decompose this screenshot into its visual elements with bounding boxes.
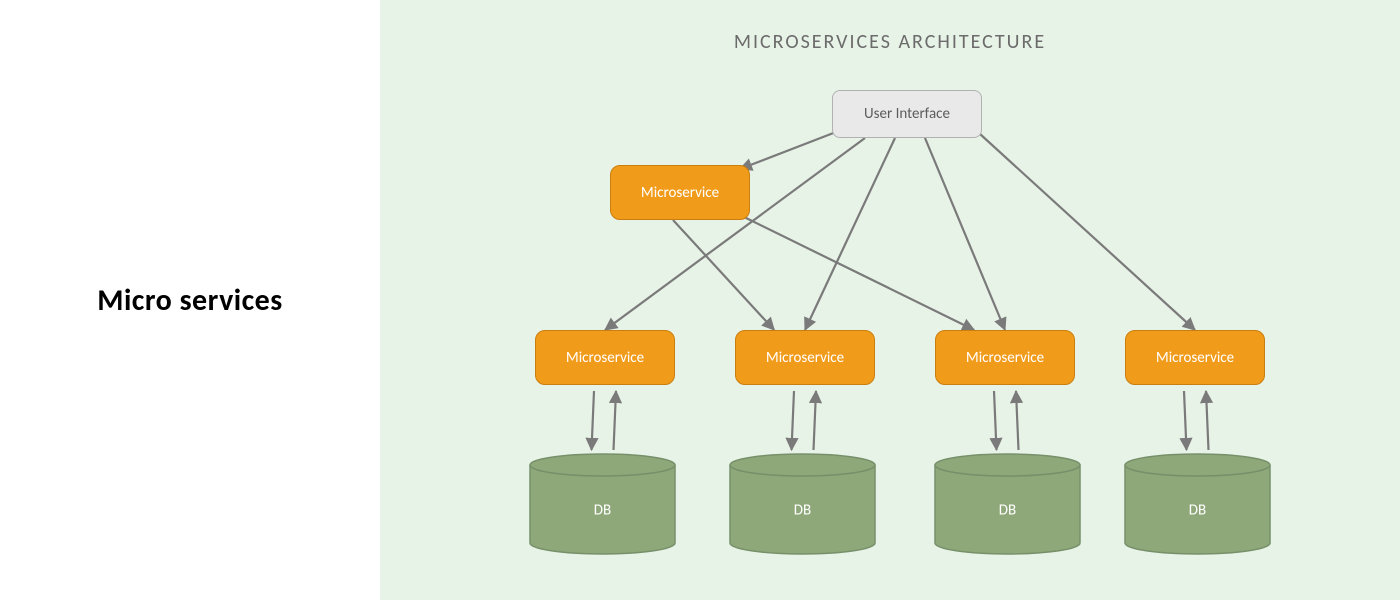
db-arrow-up xyxy=(1016,391,1019,450)
db-arrow-down xyxy=(592,391,595,450)
db-arrow-up xyxy=(814,391,817,450)
user-interface-node-label: User Interface xyxy=(864,105,950,123)
diagram-title: MICROSERVICES ARCHITECTURE xyxy=(380,30,1400,54)
db-label: DB xyxy=(1189,502,1206,520)
edge-arrow xyxy=(925,138,1005,330)
db-arrow-down xyxy=(994,391,997,450)
db-cylinder: DB xyxy=(935,454,1080,554)
db-label: DB xyxy=(999,502,1016,520)
microservice-node-3-label: Microservice xyxy=(1156,349,1234,367)
db-arrow-up xyxy=(1206,391,1209,450)
diagram-panel: DB DB DB DB MICROSERVICES ARCHITECTURE User I… xyxy=(380,0,1400,600)
microservice-node-1: Microservice xyxy=(735,330,875,385)
edge-arrow xyxy=(742,216,974,330)
microservice-node-3: Microservice xyxy=(1125,330,1265,385)
left-title: Micro services xyxy=(97,282,283,319)
microservice-node-top: Microservice xyxy=(610,165,750,220)
user-interface-node: User Interface xyxy=(832,90,982,138)
edge-arrow xyxy=(805,138,895,330)
edge-arrow xyxy=(740,132,836,169)
db-arrow-down xyxy=(792,391,795,450)
db-label: DB xyxy=(594,502,611,520)
db-cylinder: DB xyxy=(1125,454,1270,554)
microservice-node-2-label: Microservice xyxy=(966,349,1044,367)
microservice-node-0-label: Microservice xyxy=(566,349,644,367)
left-panel: Micro services xyxy=(0,0,380,600)
db-cylinder: DB xyxy=(730,454,875,554)
db-label: DB xyxy=(794,502,811,520)
microservice-node-top-label: Microservice xyxy=(641,184,719,202)
edge-arrow xyxy=(673,220,774,330)
db-arrow-up xyxy=(614,391,617,450)
microservice-node-0: Microservice xyxy=(535,330,675,385)
db-cylinder: DB xyxy=(530,454,675,554)
microservice-node-2: Microservice xyxy=(935,330,1075,385)
edge-arrow xyxy=(980,134,1195,330)
microservice-node-1-label: Microservice xyxy=(766,349,844,367)
db-arrow-down xyxy=(1184,391,1187,450)
